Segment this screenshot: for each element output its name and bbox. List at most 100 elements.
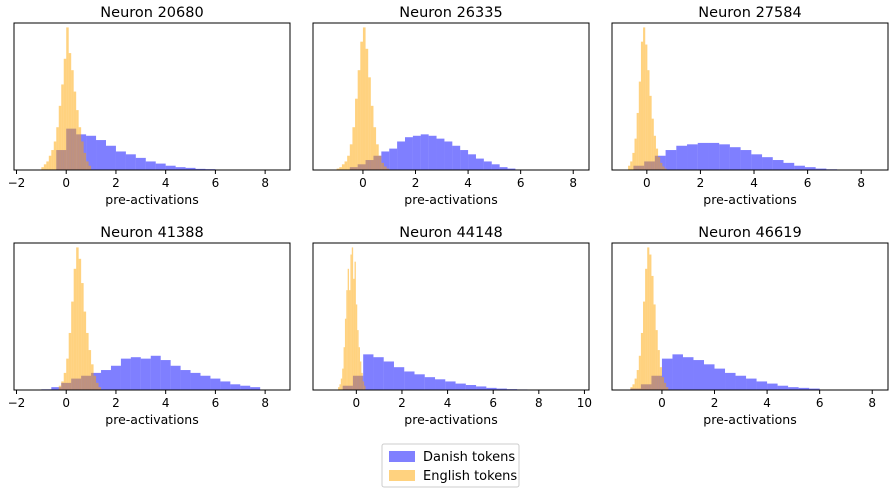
- danish-bar: [240, 385, 251, 390]
- danish-bar: [762, 157, 773, 170]
- danish-bar: [661, 358, 673, 390]
- danish-bar: [383, 361, 394, 390]
- english-bar: [347, 268, 350, 390]
- english-bar: [340, 378, 343, 390]
- english-bar: [640, 41, 644, 170]
- danish-bar: [150, 355, 161, 390]
- danish-bar: [444, 141, 453, 170]
- danish-bar: [815, 168, 827, 170]
- x-tick-label: 4: [763, 396, 771, 410]
- english-bar: [362, 381, 365, 390]
- english-bar: [651, 118, 654, 170]
- x-tick-label: 10: [577, 396, 592, 410]
- english-bar: [359, 361, 362, 390]
- english-bar: [338, 387, 340, 390]
- axes-frame: [312, 242, 590, 391]
- english-bar: [381, 162, 384, 170]
- chart-panel: −2 0 2 4 6 8 Neuron 20680 pre-activations: [8, 5, 291, 207]
- x-axis-label: pre-activations: [703, 412, 796, 427]
- english-bar: [360, 41, 363, 170]
- danish-bar: [783, 162, 795, 170]
- chart-title: Neuron 41388: [100, 225, 203, 241]
- english-bar: [636, 112, 639, 170]
- danish-bar: [170, 365, 181, 390]
- english-bar: [647, 70, 650, 170]
- english-bar: [343, 347, 345, 390]
- x-tick-label: 2: [412, 176, 420, 190]
- legend: Danish tokens English tokens: [381, 443, 520, 488]
- english-bar: [645, 268, 648, 390]
- danish-bar: [491, 164, 500, 170]
- english-bar: [346, 290, 348, 390]
- danish-bar: [175, 167, 186, 170]
- english-bar: [365, 48, 369, 170]
- x-tick-label: −2: [8, 176, 26, 190]
- english-bar: [56, 127, 59, 170]
- english-bar: [61, 84, 64, 170]
- legend-swatch-english: [389, 470, 415, 481]
- english-bar: [48, 155, 52, 170]
- english-bar: [344, 161, 348, 170]
- danish-bar: [412, 135, 421, 170]
- english-bar: [53, 141, 57, 170]
- danish-bar: [86, 135, 97, 170]
- bars: [630, 247, 820, 390]
- english-bar: [73, 268, 77, 390]
- danish-bar: [676, 145, 688, 170]
- danish-bar: [455, 383, 466, 390]
- danish-bar: [693, 360, 704, 390]
- chart-title: Neuron 44148: [399, 225, 502, 241]
- danish-bar: [404, 371, 415, 390]
- danish-bar: [180, 370, 191, 390]
- english-bar: [647, 247, 650, 390]
- danish-bar: [496, 388, 507, 390]
- danish-bar: [460, 150, 469, 170]
- english-bar: [638, 81, 641, 170]
- bars: [41, 27, 226, 170]
- x-tick-label: 0: [359, 176, 367, 190]
- x-tick-label: 2: [711, 396, 719, 410]
- english-bar: [653, 304, 656, 390]
- english-bar: [640, 332, 644, 390]
- legend-frame: [381, 443, 520, 488]
- bars: [628, 27, 838, 170]
- danish-bar: [393, 367, 405, 390]
- danish-bar: [135, 157, 146, 170]
- english-bar: [383, 166, 387, 170]
- english-bar: [657, 350, 660, 390]
- danish-bar: [809, 388, 820, 390]
- english-bar: [349, 290, 351, 390]
- english-bar: [386, 168, 390, 170]
- english-bar: [649, 95, 652, 170]
- danish-bar: [405, 137, 413, 170]
- chart-panels: −2 0 2 4 6 8 Neuron 20680 pre-activations 0 2 4 6 8 N…: [8, 5, 889, 427]
- english-bar: [73, 91, 77, 170]
- english-bar: [634, 378, 637, 390]
- english-bar: [355, 98, 358, 170]
- bars: [338, 247, 589, 390]
- english-bar: [638, 355, 641, 390]
- english-bar: [661, 377, 665, 390]
- x-axis-label: pre-activations: [105, 192, 198, 207]
- english-bar: [78, 127, 82, 170]
- bars: [336, 27, 516, 170]
- danish-bar: [708, 142, 720, 170]
- x-tick-label: 0: [62, 396, 70, 410]
- english-bar: [368, 77, 371, 170]
- x-tick-label: 2: [112, 396, 120, 410]
- bars: [41, 247, 261, 390]
- english-bar: [364, 385, 366, 390]
- x-tick-label: 4: [162, 396, 170, 410]
- english-bar: [76, 247, 79, 390]
- english-bar: [651, 275, 654, 390]
- x-tick-label: 6: [212, 396, 220, 410]
- danish-bar: [424, 377, 436, 390]
- x-tick-label: 6: [489, 396, 497, 410]
- english-bar: [645, 44, 648, 170]
- danish-bar: [697, 142, 709, 170]
- english-bar: [636, 370, 639, 390]
- danish-bar: [777, 385, 789, 390]
- x-axis-label: pre-activations: [105, 412, 198, 427]
- danish-bar: [756, 381, 768, 390]
- chart-title: Neuron 20680: [100, 5, 203, 21]
